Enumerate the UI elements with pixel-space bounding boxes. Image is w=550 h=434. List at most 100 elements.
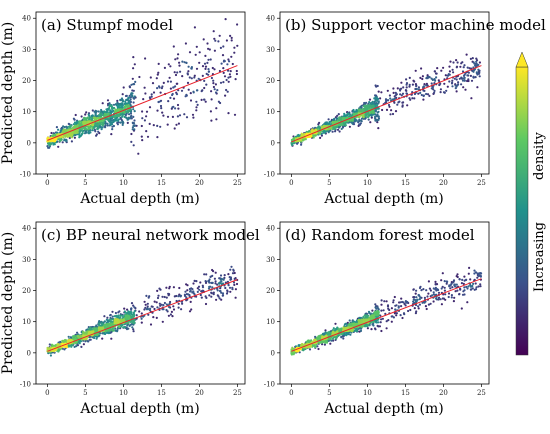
scatter-point: [49, 354, 52, 357]
scatter-point: [461, 278, 464, 281]
scatter-point: [147, 313, 150, 316]
scatter-point: [204, 65, 208, 68]
scatter-point: [385, 108, 389, 111]
scatter-point: [97, 110, 100, 113]
scatter-point: [440, 287, 443, 290]
scatter-point: [85, 131, 88, 134]
scatter-point: [232, 281, 236, 284]
scatter-point: [171, 106, 174, 109]
scatter-point: [475, 64, 479, 67]
scatter-point: [70, 345, 73, 348]
scatter-point: [166, 123, 169, 126]
scatter-point: [166, 80, 170, 83]
scatter-point: [221, 294, 225, 297]
scatter-point: [169, 96, 172, 99]
scatter-point: [148, 96, 151, 99]
scatter-point: [133, 306, 136, 309]
scatter-point: [189, 99, 193, 102]
scatter-point: [152, 91, 156, 94]
scatter-point: [388, 105, 391, 108]
scatter-point: [333, 126, 337, 129]
scatter-point: [399, 89, 402, 92]
scatter-point: [377, 107, 380, 110]
scatter-point: [397, 306, 400, 309]
scatter-point: [374, 96, 377, 99]
scatter-point: [111, 328, 114, 331]
scatter-point: [130, 114, 133, 117]
scatter-point: [475, 60, 478, 63]
scatter-point: [402, 301, 405, 304]
scatter-point: [368, 98, 372, 101]
scatter-point: [167, 63, 170, 66]
scatter-point: [95, 110, 98, 113]
scatter-point: [452, 61, 455, 64]
scatter-point: [57, 128, 60, 131]
scatter-point: [93, 128, 96, 131]
scatter-point: [105, 114, 108, 117]
scatter-point: [331, 121, 334, 124]
scatter-point: [119, 98, 122, 101]
x-tick-label: 15: [157, 179, 166, 187]
scatter-point: [230, 36, 233, 39]
scatter-point: [215, 107, 218, 110]
scatter-point: [423, 83, 426, 86]
scatter-point: [472, 282, 475, 285]
scatter-point: [138, 310, 141, 313]
scatter-point: [386, 89, 389, 92]
scatter-point: [228, 276, 231, 279]
scatter-point: [446, 74, 449, 77]
scatter-point: [374, 306, 377, 309]
scatter-point: [324, 125, 327, 128]
scatter-point: [186, 289, 189, 292]
scatter-point: [384, 98, 388, 101]
scatter-point: [436, 288, 439, 291]
scatter-point: [337, 113, 340, 116]
scatter-point: [318, 126, 321, 129]
scatter-point: [422, 89, 425, 92]
scatter-point: [343, 114, 346, 117]
scatter-point: [435, 76, 438, 79]
scatter-point: [176, 103, 180, 107]
scatter-point: [303, 133, 306, 136]
scatter-point: [102, 110, 106, 114]
scatter-point: [452, 71, 455, 74]
scatter-point: [443, 289, 446, 292]
scatter-point: [428, 287, 431, 290]
scatter-point: [441, 272, 444, 275]
scatter-point: [475, 71, 478, 74]
scatter-point: [163, 301, 166, 305]
scatter-point: [392, 87, 395, 90]
scatter-point: [165, 296, 168, 299]
scatter-point: [305, 132, 308, 135]
scatter-point: [81, 132, 84, 135]
scatter-point: [219, 281, 222, 284]
scatter-point: [170, 310, 173, 313]
scatter-point: [412, 300, 415, 303]
scatter-point: [442, 91, 446, 94]
y-tick-label: -10: [20, 381, 31, 389]
scatter-point: [225, 88, 228, 92]
scatter-point: [88, 118, 91, 121]
scatter-point: [117, 314, 120, 317]
scatter-point: [162, 81, 165, 84]
scatter-point: [155, 77, 158, 80]
scatter-point: [67, 125, 70, 128]
scatter-point: [178, 64, 181, 67]
scatter-point: [149, 323, 153, 326]
scatter-point: [452, 300, 455, 303]
scatter-point: [168, 305, 171, 309]
scatter-point: [99, 114, 102, 117]
scatter-point: [466, 301, 469, 304]
scatter-point: [87, 127, 90, 131]
scatter-point: [121, 320, 124, 323]
scatter-point: [153, 307, 156, 311]
scatter-point: [157, 71, 160, 74]
scatter-point: [393, 97, 396, 100]
scatter-point: [193, 279, 196, 282]
scatter-point: [401, 101, 404, 104]
scatter-point: [473, 68, 476, 72]
scatter-point: [233, 51, 236, 54]
